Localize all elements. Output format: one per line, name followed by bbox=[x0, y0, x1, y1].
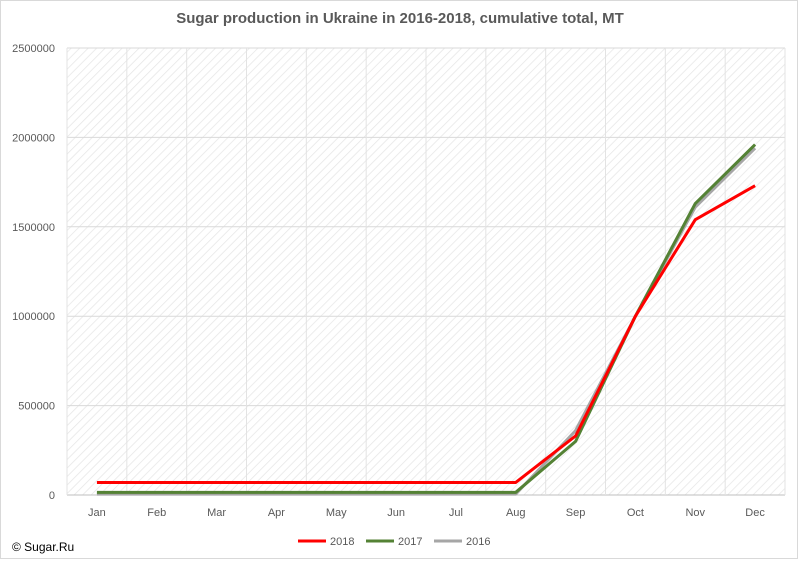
x-tick-label: Aug bbox=[506, 507, 526, 519]
y-tick-label: 0 bbox=[49, 490, 55, 502]
x-tick-label: Dec bbox=[745, 507, 765, 519]
x-axis: Jan Feb Mar Apr May Jun Jul Aug Sep Oct Nov Dec bbox=[88, 507, 765, 519]
legend: 2018 2017 2016 bbox=[298, 536, 490, 548]
y-tick-label: 500000 bbox=[18, 401, 55, 413]
series-line-2018 bbox=[96, 184, 756, 484]
x-tick-label: May bbox=[326, 507, 347, 519]
legend-label-2017: 2017 bbox=[398, 536, 422, 548]
y-tick-label: 2000000 bbox=[12, 132, 55, 144]
x-tick-label: Sep bbox=[566, 507, 586, 519]
gridlines bbox=[66, 47, 786, 496]
x-tick-label: Nov bbox=[685, 507, 705, 519]
x-tick-label: Jan bbox=[88, 507, 106, 519]
y-tick-label: 1500000 bbox=[12, 222, 55, 234]
x-tick-label: Jul bbox=[449, 507, 463, 519]
legend-label-2018: 2018 bbox=[330, 536, 354, 548]
series-lines bbox=[96, 143, 757, 496]
source-note: © Sugar.Ru bbox=[12, 540, 75, 554]
x-tick-label: Oct bbox=[627, 507, 644, 519]
y-tick-label: 1000000 bbox=[12, 311, 55, 323]
x-tick-label: Jun bbox=[387, 507, 405, 519]
chart-title: Sugar production in Ukraine in 2016-2018… bbox=[176, 10, 624, 27]
y-tick-label: 2500000 bbox=[12, 43, 55, 55]
x-tick-label: Feb bbox=[147, 507, 166, 519]
y-axis: 0 500000 1000000 1500000 2000000 2500000 bbox=[12, 43, 55, 502]
x-tick-label: Apr bbox=[268, 507, 285, 519]
legend-label-2016: 2016 bbox=[466, 536, 490, 548]
x-tick-label: Mar bbox=[207, 507, 226, 519]
